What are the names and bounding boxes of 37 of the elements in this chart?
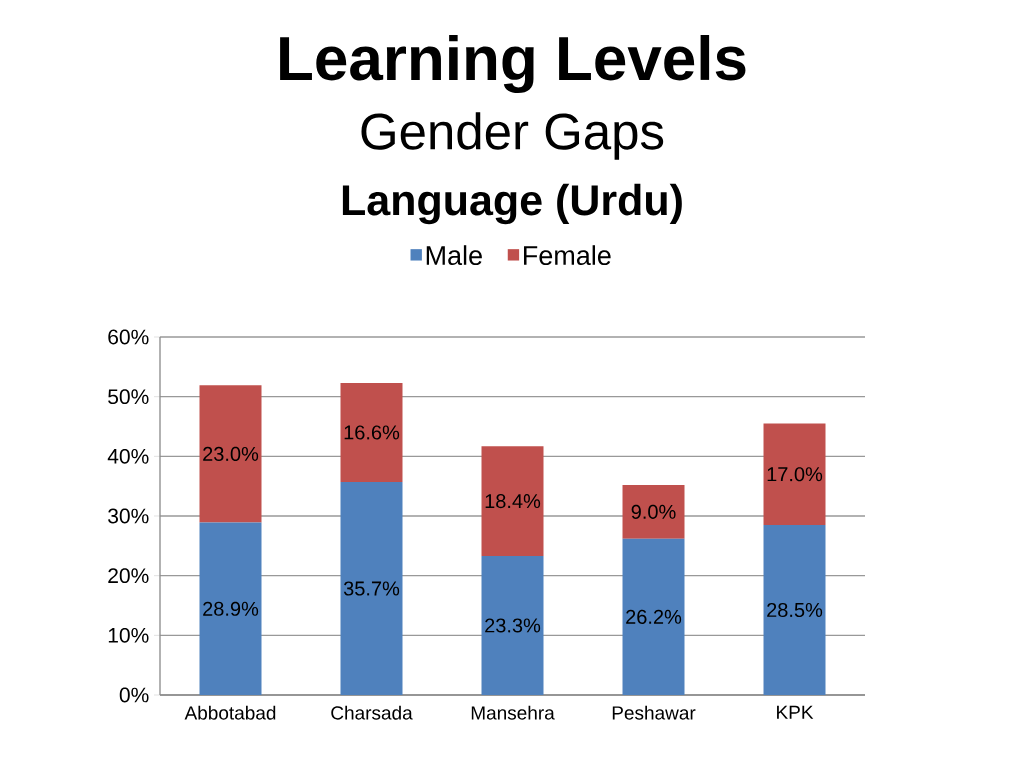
bar (763, 524, 826, 695)
x-tick-label: Mansehra (471, 705, 555, 720)
bar (763, 423, 826, 525)
bar (481, 555, 544, 695)
legend-label: Male (426, 245, 482, 266)
x-tick-label: Charsada (331, 705, 413, 720)
y-tick-label: 20% (108, 568, 149, 584)
bar (622, 484, 685, 539)
data-label: 35.7% (343, 581, 400, 596)
y-tick-label: 30% (108, 508, 149, 524)
data-label: 23.0% (203, 446, 259, 462)
x-tick-label: Peshawar (612, 705, 696, 720)
data-label: 16.6% (344, 425, 400, 440)
bar (199, 522, 262, 695)
bar (340, 481, 403, 695)
bar (481, 446, 544, 556)
data-label: 23.3% (485, 618, 541, 633)
data-label: 28.5% (767, 602, 823, 618)
x-tick-label: Abbotabad (184, 705, 276, 720)
x-tick-label: KPK (777, 705, 814, 719)
bar (622, 538, 685, 695)
bar (199, 385, 262, 523)
y-tick-label: 40% (107, 448, 149, 464)
y-tick-label: 0% (119, 687, 149, 703)
data-label: 28.9% (203, 601, 259, 616)
y-tick-label: 60% (108, 329, 149, 345)
text: Language (Urdu) (342, 183, 682, 225)
bar (340, 382, 403, 482)
data-label: 9.0% (631, 504, 676, 519)
data-label: 17.0% (767, 467, 823, 482)
y-tick-label: 10% (108, 627, 149, 643)
chart-title: Learning Levels (280, 34, 746, 94)
chart-subtitle: Gender Gaps (361, 112, 664, 160)
data-label: 18.4% (485, 494, 541, 509)
legend-label: Female (524, 245, 611, 266)
y-tick-label: 50% (108, 389, 149, 405)
data-label: 26.2% (626, 609, 682, 624)
